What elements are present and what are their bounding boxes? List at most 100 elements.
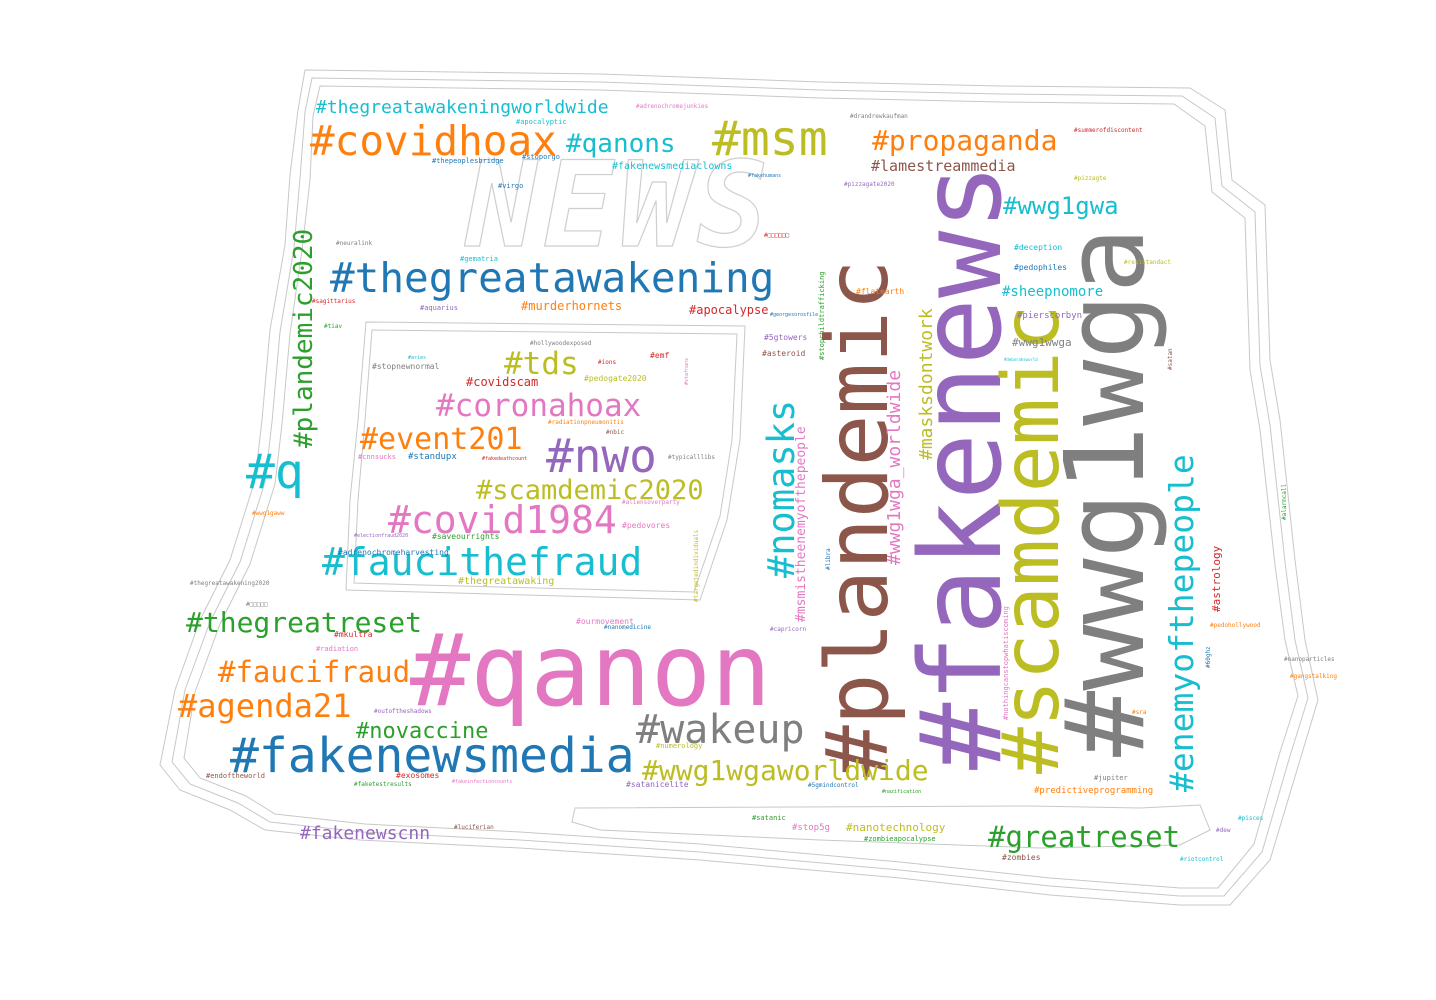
hashtag-word: #nbic: [606, 429, 624, 436]
hashtag-word: #fakeinfectioncounts: [452, 779, 512, 785]
hashtag-word: #radiationpneumonitis: [548, 419, 624, 426]
hashtag-word: #tds: [504, 346, 579, 382]
word-cloud-words: #qanon #fakenews #wwg1wga #plandemic #scamde…: [178, 97, 1337, 863]
hashtag-word: #scamdemic: [987, 304, 1077, 774]
hashtag-word: #msmistheenemyofthepeople: [794, 426, 809, 622]
hashtag-word: #fakehumans: [748, 173, 781, 179]
hashtag-word: #faketestresults: [354, 781, 412, 788]
hashtag-word: #faucithefraud: [322, 540, 642, 584]
hashtag-word: #faucifraud: [218, 655, 410, 689]
hashtag-word: #jupiter: [1094, 774, 1128, 782]
hashtag-word: #summerofdiscontent: [1074, 127, 1143, 134]
hashtag-word: #zombieapocalypse: [864, 835, 936, 843]
hashtag-word: #capricorn: [770, 626, 807, 633]
hashtag-word: #covidscam: [466, 375, 538, 389]
hashtag-word: #cnnsucks: [358, 453, 396, 461]
hashtag-word: #fakenewsmedia: [230, 728, 635, 784]
hashtag-word: #wwg1gwa: [1003, 192, 1119, 220]
hashtag-word: #sagittarius: [312, 298, 356, 305]
hashtag-word: #astrology: [1210, 545, 1223, 612]
hashtag-word: #predictiveprogramming: [1034, 786, 1153, 796]
hashtag-word: #nanotechnology: [846, 821, 946, 834]
hashtag-word: #thepeoplesbridge: [432, 157, 504, 165]
hashtag-word: #thegreatawakeningworldwide: [316, 97, 609, 118]
hashtag-word: #murderhornets: [521, 299, 622, 313]
hashtag-word: #standupx: [408, 452, 457, 462]
hashtag-word: #stoporgo: [522, 153, 560, 161]
hashtag-word: #greatreset: [988, 820, 1180, 854]
hashtag-word: #wwg1gaww: [252, 510, 285, 517]
hashtag-word: #□□□□□□: [764, 232, 790, 239]
hashtag-word: #saveourrights: [432, 532, 500, 541]
hashtag-word: #apocalyptic: [516, 118, 567, 126]
hashtag-word: #deborahsworld: [1004, 357, 1038, 362]
hashtag-word: #endoftheworld: [206, 772, 265, 780]
hashtag-word: #radiation: [316, 645, 358, 653]
hashtag-word: #5gtowers: [764, 333, 808, 342]
hashtag-word: #adrenochromejunkies: [636, 103, 709, 110]
hashtag-word: #q: [246, 444, 304, 500]
hashtag-word: #covid1984: [388, 498, 617, 542]
hashtag-word: #aries: [408, 355, 426, 361]
hashtag-word: #riotcontrol: [1180, 856, 1224, 863]
hashtag-word: #typicalllibs: [668, 454, 715, 461]
hashtag-word: #georgesorosfile: [770, 312, 818, 318]
hashtag-word: #wwg1wgaworldwide: [642, 754, 929, 787]
hashtag-word: #masksdontwork: [916, 308, 937, 460]
hashtag-word: #nomasks: [760, 400, 803, 578]
hashtag-word: #event201: [360, 422, 523, 457]
hashtag-word: #pedogate2020: [584, 374, 647, 383]
hashtag-word: #pizzagate2020: [844, 181, 895, 188]
hashtag-word: #fakenewscnn: [300, 823, 430, 844]
hashtag-word: #asteroid: [762, 349, 806, 358]
hashtag-word: #stop5g: [792, 823, 830, 833]
hashtag-word: #zombies: [1002, 853, 1041, 862]
hashtag-word: #resistandact: [1124, 259, 1171, 266]
hashtag-word: #satanicelite: [626, 780, 689, 789]
hashtag-word: #adrenochromeharvesting: [338, 548, 449, 557]
hashtag-word: #targetedindividuals: [693, 529, 700, 602]
hashtag-word: #electionfraud2020: [354, 533, 408, 539]
hashtag-word: #gematria: [460, 255, 498, 263]
hashtag-word: #hollywoodexposed: [530, 340, 592, 347]
hashtag-word: #pedohollywood: [1210, 622, 1261, 629]
hashtag-word: #dew: [1216, 827, 1231, 834]
hashtag-word: #libra: [825, 548, 832, 570]
hashtag-word: #novaccine: [356, 719, 488, 744]
hashtag-word: #wwg1wga: [1041, 227, 1169, 757]
hashtag-word: #qanon: [410, 612, 771, 729]
hashtag-word: #pedophiles: [1014, 263, 1067, 272]
hashtag-word: #msm: [712, 111, 828, 167]
hashtag-word: #nanomedicine: [604, 624, 651, 631]
hashtag-word: #thegreatawaking: [458, 576, 554, 587]
hashtag-word: #virgo: [498, 182, 523, 190]
hashtag-word: #nazification: [882, 789, 921, 795]
hashtag-word: #fakedeathcount: [482, 456, 527, 462]
hashtag-word: #coronahoax: [436, 388, 641, 424]
hashtag-word: #nothingcanstopwhatiscoming: [1002, 606, 1010, 720]
hashtag-word: #scamdemic2020: [476, 475, 704, 506]
hashtag-word: #wwg1wga_worldwide: [884, 370, 905, 565]
hashtag-word: #aliensoverparty: [622, 499, 680, 506]
hashtag-word: #satanic: [752, 814, 786, 822]
hashtag-word: #drandrewkaufman: [850, 113, 908, 120]
hashtag-word: #aquarius: [420, 304, 458, 312]
hashtag-word: #satan: [1167, 348, 1174, 370]
hashtag-word: #flatearth: [856, 287, 904, 296]
hashtag-word: #stafnans: [684, 358, 690, 385]
hashtag-word: #outoftheshadows: [374, 708, 432, 715]
hashtag-word: #tiav: [324, 323, 342, 330]
hashtag-word: #5gmindcontrol: [808, 782, 859, 789]
hashtag-word: #wakeup: [636, 707, 805, 753]
hashtag-word: #nwo: [546, 429, 657, 483]
hashtag-word: #exosomes: [396, 771, 440, 780]
hashtag-word: #pedovores: [622, 521, 670, 530]
hashtag-word: #alarmcall: [1281, 483, 1288, 520]
hashtag-word: #luciferian: [454, 824, 494, 831]
hashtag-word: #nanoparticles: [1284, 656, 1335, 663]
hashtag-word: #lamestreammedia: [871, 157, 1016, 175]
hashtag-word: #pierscorbyn: [1017, 311, 1082, 321]
hashtag-word: #thegreatawakening: [330, 254, 774, 302]
hashtag-word: #pisces: [1238, 815, 1264, 822]
